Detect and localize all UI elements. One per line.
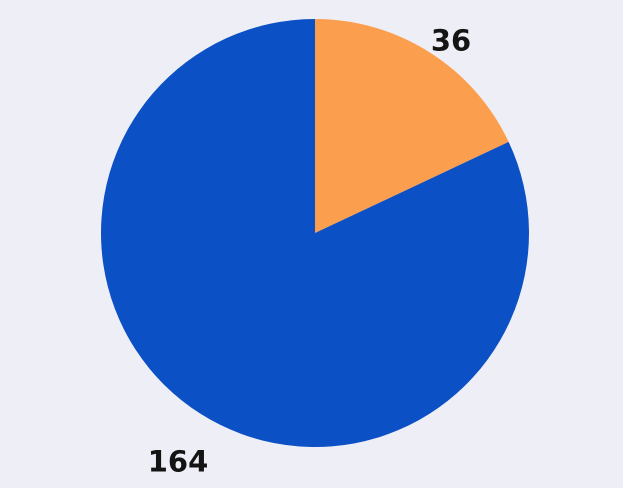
pie-slice-value-36 (315, 19, 509, 233)
pie-slice-label-orange: 36 (430, 23, 472, 58)
pie-slice-value-164 (100, 19, 529, 448)
pie-slice-label-blue: 164 (147, 444, 209, 479)
